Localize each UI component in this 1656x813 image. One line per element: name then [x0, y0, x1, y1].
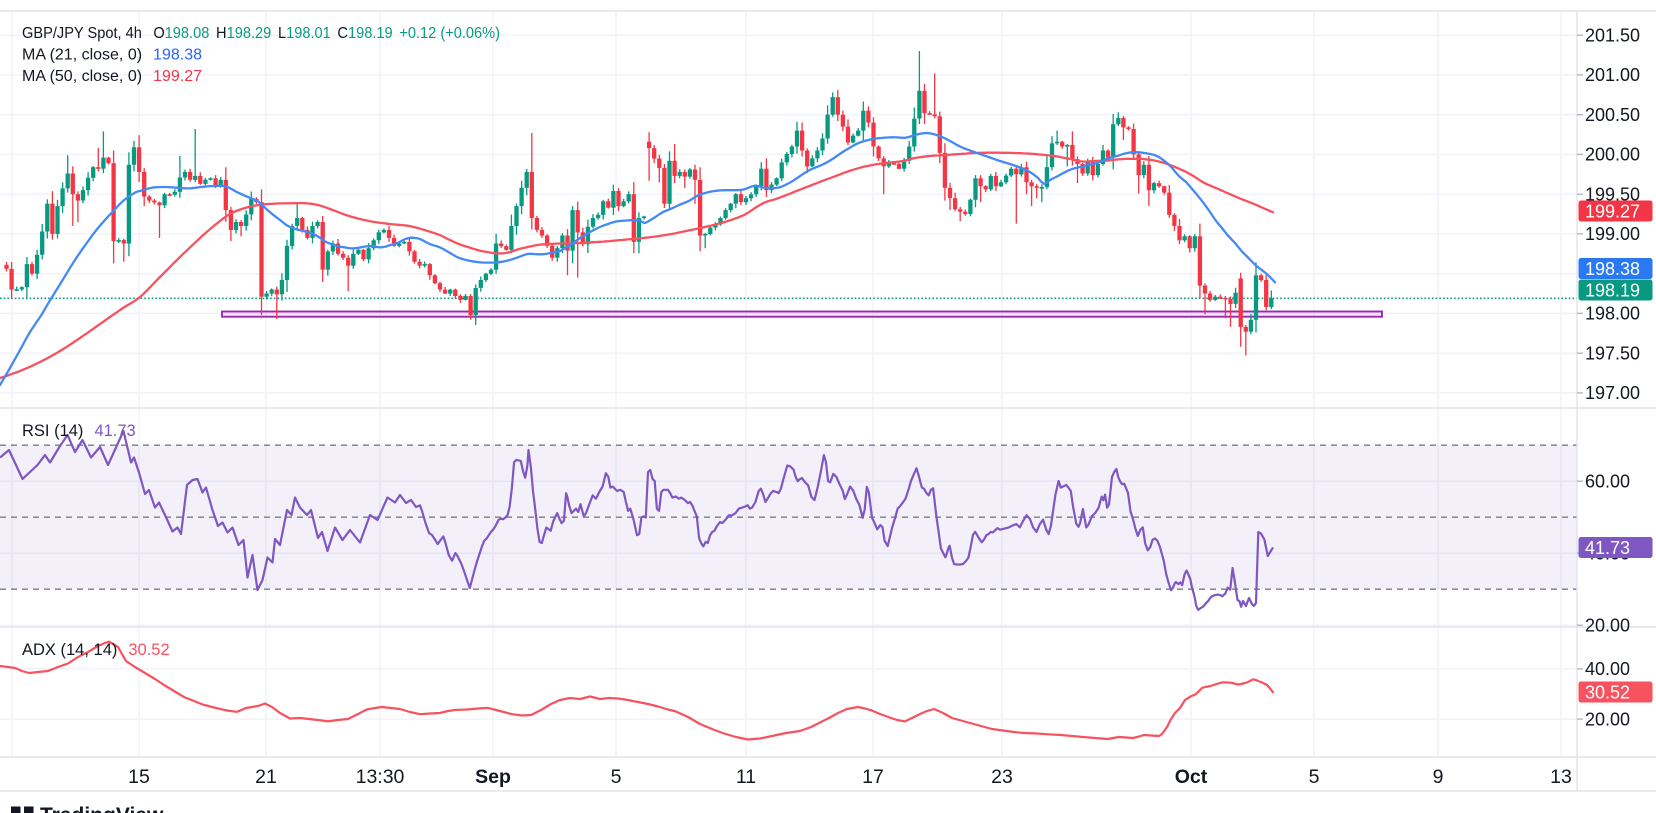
svg-text:MA (50, close, 0)199.27: MA (50, close, 0) 199.27 — [22, 68, 202, 85]
svg-text:197.00: 197.00 — [1585, 383, 1640, 403]
svg-text:TradingView: TradingView — [40, 804, 164, 813]
svg-text:20.00: 20.00 — [1585, 616, 1630, 636]
svg-text:199.50: 199.50 — [1585, 185, 1640, 205]
svg-text:21: 21 — [255, 766, 277, 788]
svg-text:199.00: 199.00 — [1585, 224, 1640, 244]
svg-text:MA (21, close, 0)198.38: MA (21, close, 0) 198.38 — [22, 47, 202, 64]
svg-text:23: 23 — [991, 766, 1013, 788]
svg-text:30.52: 30.52 — [1585, 682, 1630, 702]
svg-text:Oct: Oct — [1175, 766, 1208, 788]
svg-text:201.50: 201.50 — [1585, 26, 1640, 46]
svg-text:17: 17 — [862, 766, 884, 788]
svg-text:RSI (14)41.73: RSI (14) 41.73 — [22, 422, 136, 440]
svg-text:9: 9 — [1433, 766, 1444, 788]
svg-text:20.00: 20.00 — [1585, 709, 1630, 729]
svg-text:13: 13 — [1550, 766, 1572, 788]
svg-text:200.00: 200.00 — [1585, 145, 1640, 165]
svg-text:199.27: 199.27 — [1585, 201, 1640, 221]
svg-text:ADX (14, 14)30.52: ADX (14, 14) 30.52 — [22, 641, 170, 659]
svg-text:5: 5 — [611, 766, 622, 788]
svg-text:198.19: 198.19 — [1585, 280, 1640, 300]
svg-text:Sep: Sep — [475, 766, 511, 788]
svg-text:197.50: 197.50 — [1585, 344, 1640, 364]
svg-text:11: 11 — [736, 766, 756, 788]
svg-text:198.38: 198.38 — [1585, 259, 1640, 279]
svg-text:41.73: 41.73 — [1585, 538, 1630, 558]
svg-text:40.00: 40.00 — [1585, 659, 1630, 679]
svg-text:5: 5 — [1309, 766, 1320, 788]
svg-text:200.50: 200.50 — [1585, 105, 1640, 125]
svg-text:15: 15 — [128, 766, 150, 788]
svg-text:60.00: 60.00 — [1585, 472, 1630, 492]
svg-text:198.00: 198.00 — [1585, 304, 1640, 324]
svg-text:13:30: 13:30 — [356, 766, 405, 788]
svg-text:201.00: 201.00 — [1585, 65, 1640, 85]
